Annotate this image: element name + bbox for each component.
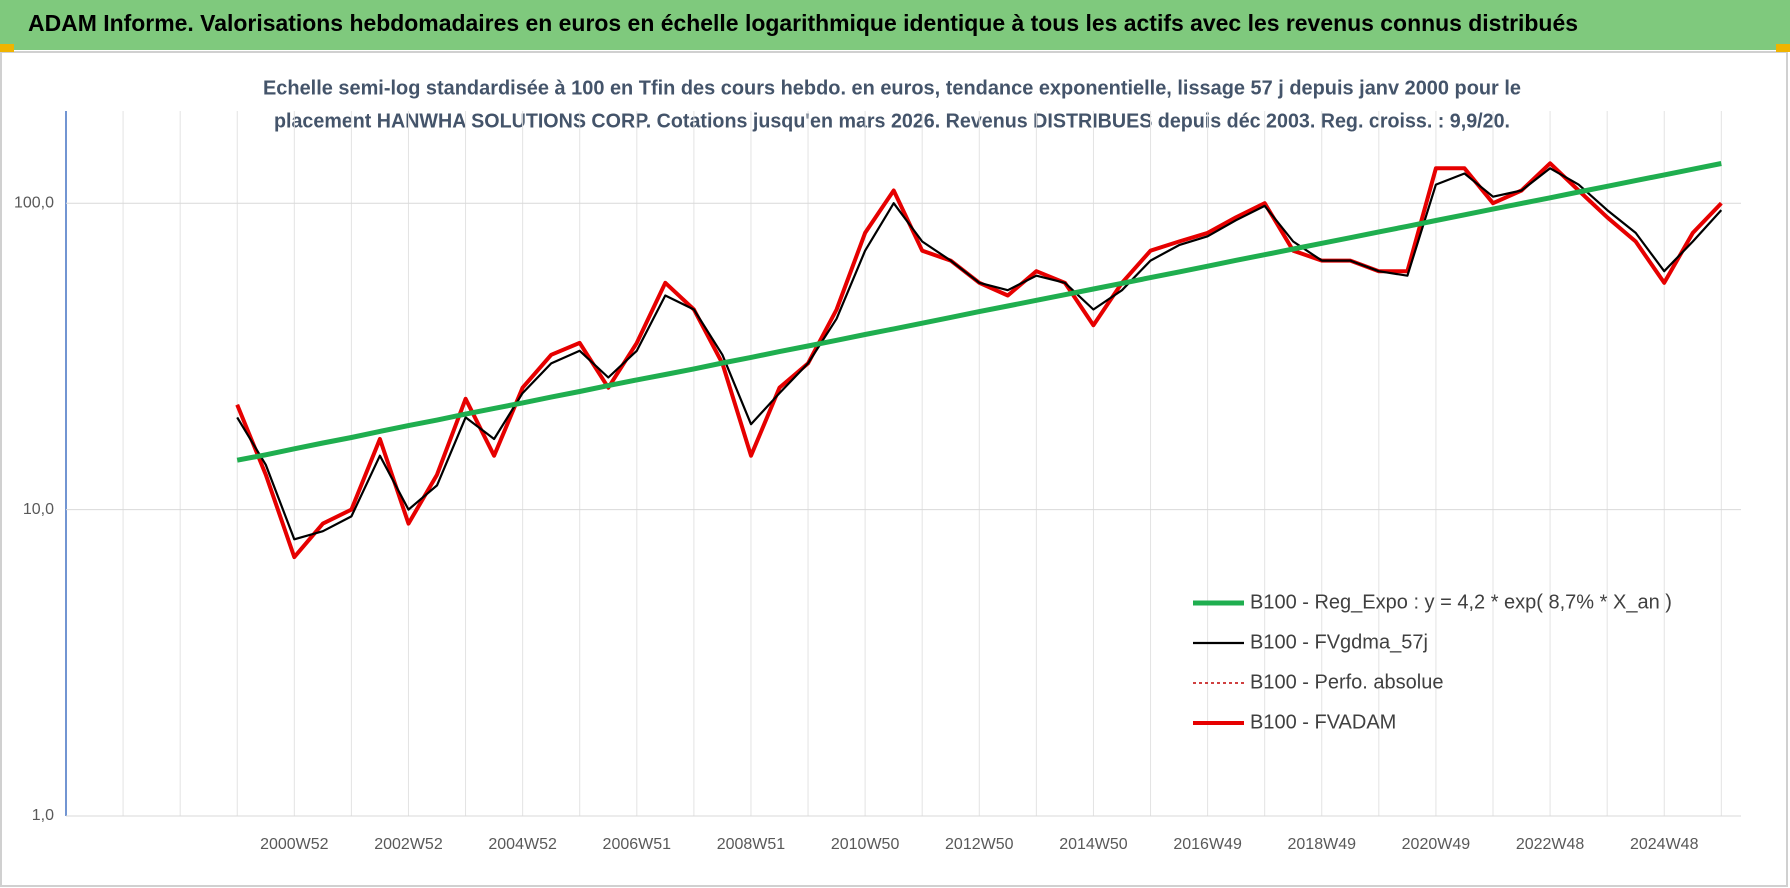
title-bar [0,0,1790,50]
y-tick-label: 100,0 [14,194,54,211]
legend-label: B100 - Perfo. absolue [1250,671,1443,693]
x-tick-label: 2006W51 [603,836,672,853]
x-tick-label: 2016W49 [1173,836,1242,853]
x-tick-label: 2012W50 [945,836,1014,853]
legend-label: B100 - Reg_Expo : y = 4,2 * exp( 8,7% * … [1250,591,1672,613]
x-tick-label: 2024W48 [1630,836,1699,853]
grid [66,111,1741,817]
frame [0,51,1788,887]
plot [235,161,1723,560]
x-tick-label: 2014W50 [1059,836,1128,853]
corner-mark [0,44,14,52]
x-tick-label: 2020W49 [1402,836,1471,853]
chart-title: ADAM Informe. Valorisations hebdomadaire… [28,10,1578,36]
y-tick-label: 10,0 [23,501,54,518]
chart-subtitle: Echelle semi-log standardisée à 100 en T… [263,77,1521,99]
legend: B100 - Reg_Expo : y = 4,2 * exp( 8,7% * … [1193,591,1672,733]
x-tick-label: 2002W52 [374,836,443,853]
legend-label: B100 - FVADAM [1250,711,1396,733]
x-tick-label: 2008W51 [717,836,786,853]
x-tick-label: 2004W52 [488,836,557,853]
x-tick-label: 2010W50 [831,836,900,853]
chart-subtitle: placement HANWHA SOLUTIONS CORP. Cotatio… [274,110,1510,132]
x-tick-label: 2000W52 [260,836,329,853]
series-line [236,167,1723,541]
x-tick-label: 2018W49 [1288,836,1357,853]
y-tick-label: 1,0 [32,807,54,824]
series-line [236,161,1722,463]
corner-mark [1776,44,1790,52]
x-tick-label: 2022W48 [1516,836,1585,853]
legend-label: B100 - FVgdma_57j [1250,631,1428,653]
